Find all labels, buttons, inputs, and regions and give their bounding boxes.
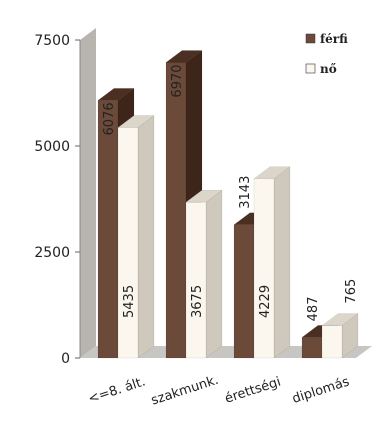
y-tick-label: 2500 [34, 245, 70, 261]
data-label-no: 765 [344, 279, 359, 304]
legend-swatch-ferfi [305, 33, 316, 44]
y-tick-label: 5000 [34, 139, 70, 155]
back-wall [80, 28, 96, 358]
floor [80, 346, 372, 358]
data-label-no: 5435 [122, 285, 137, 318]
x-tick-label: érettségi [223, 375, 283, 407]
x-tick-label: <=8. ált. [86, 374, 147, 407]
bar-ferfi-2-front [233, 224, 255, 359]
data-label-no: 3675 [190, 285, 205, 318]
bar-no-0-side [137, 115, 155, 359]
x-tick-label: diplomás [291, 374, 352, 407]
data-label-ferfi: 3143 [238, 176, 253, 209]
bar-no-3-front [321, 325, 343, 359]
bar-no-3 [321, 313, 359, 359]
bar-ferfi-1-front [165, 62, 187, 359]
legend-label-no: nő [320, 62, 337, 76]
y-tick-label: 7500 [34, 33, 70, 49]
y-tick-label: 0 [61, 351, 70, 367]
bar-no-2-front [253, 178, 275, 359]
data-label-ferfi: 6076 [102, 102, 117, 135]
x-tick-label: szakmunk. [149, 373, 220, 409]
bar-no-1 [185, 189, 223, 359]
bar-no-2-side [273, 166, 291, 359]
bar-no-0 [117, 115, 155, 359]
legend-swatch-no [305, 63, 316, 74]
bar-ferfi-0-front [97, 100, 119, 359]
data-label-ferfi: 6970 [170, 64, 185, 97]
data-label-ferfi: 487 [306, 297, 321, 322]
data-label-no: 4229 [258, 285, 273, 318]
bar-no-1-front [185, 201, 207, 359]
legend-label-ferfi: férfi [320, 32, 348, 46]
bar-no-1-side [205, 189, 223, 359]
bar-no-2 [253, 166, 291, 359]
bar-ferfi-3-front [301, 337, 323, 359]
bar-no-0-front [117, 127, 139, 359]
